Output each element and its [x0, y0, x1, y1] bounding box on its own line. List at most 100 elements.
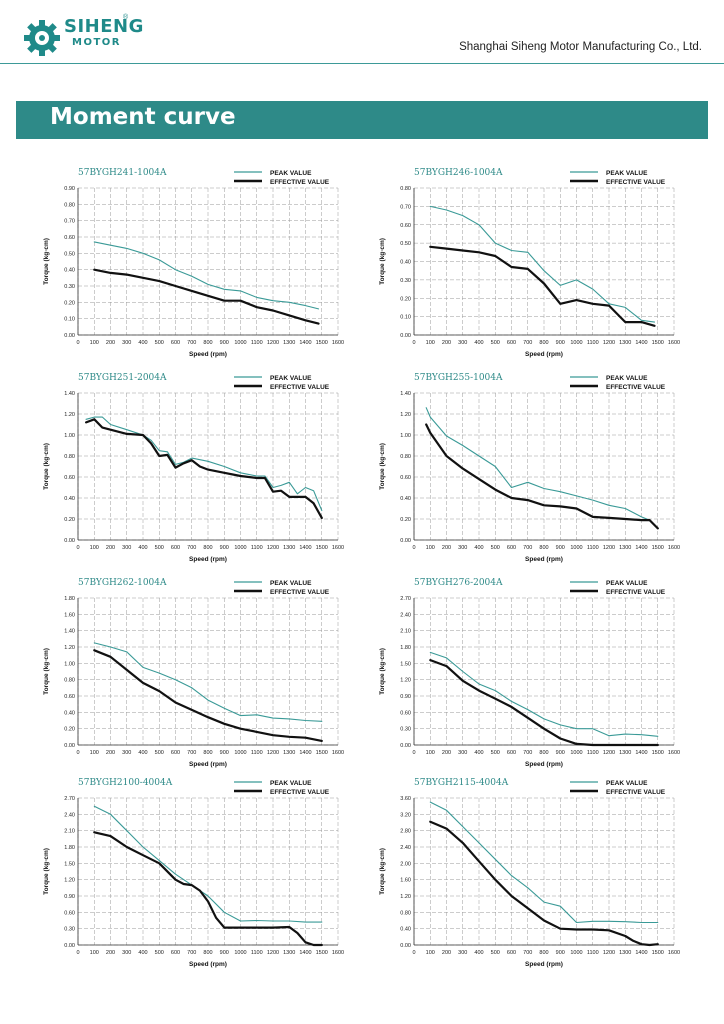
y-tick-label: 1.80 — [64, 845, 75, 851]
x-tick-label: 900 — [220, 750, 229, 756]
x-tick-label: 0 — [76, 750, 79, 756]
x-tick-label: 1500 — [316, 545, 328, 551]
x-tick-label: 600 — [171, 950, 180, 956]
y-tick-label: 2.70 — [64, 796, 75, 802]
x-tick-label: 300 — [122, 545, 131, 551]
x-tick-label: 1100 — [251, 750, 263, 756]
x-tick-label: 1200 — [603, 950, 615, 956]
x-tick-label: 500 — [155, 340, 164, 346]
x-tick-label: 900 — [556, 545, 565, 551]
x-tick-label: 1200 — [603, 750, 615, 756]
y-tick-label: 2.40 — [400, 612, 411, 618]
y-tick-label: 1.40 — [400, 391, 411, 397]
x-tick-label: 1100 — [587, 340, 599, 346]
x-tick-label: 400 — [474, 950, 483, 956]
y-tick-label: 0.90 — [64, 894, 75, 900]
x-tick-label: 500 — [155, 545, 164, 551]
y-tick-label: 0.00 — [64, 743, 75, 749]
torque-chart: 57BYGH2100-4004A PEAK VALUE EFFECTIVE VALU… — [43, 778, 344, 968]
x-tick-label: 400 — [138, 545, 147, 551]
x-tick-label: 800 — [203, 950, 212, 956]
x-tick-label: 1500 — [316, 750, 328, 756]
effective-value-line — [84, 418, 323, 519]
peak-value-line — [425, 407, 651, 521]
x-tick-label: 1400 — [635, 950, 647, 956]
registered-mark: ® — [123, 14, 129, 21]
y-tick-label: 0.70 — [400, 204, 411, 210]
x-axis-label: Speed (rpm) — [525, 556, 563, 563]
x-tick-label: 1200 — [603, 340, 615, 346]
company-name: Shanghai Siheng Motor Manufacturing Co.,… — [459, 41, 702, 53]
x-tick-label: 700 — [523, 950, 532, 956]
x-tick-label: 900 — [556, 950, 565, 956]
y-tick-label: 1.20 — [64, 645, 75, 651]
x-tick-label: 1300 — [619, 950, 631, 956]
y-tick-label: 0.00 — [64, 943, 75, 949]
x-tick-label: 300 — [458, 545, 467, 551]
y-tick-label: 0.60 — [64, 475, 75, 481]
y-tick-label: 0.00 — [400, 333, 411, 339]
y-axis-label: Torque (kg·cm) — [379, 443, 386, 490]
x-tick-label: 300 — [458, 340, 467, 346]
effective-value-line — [93, 831, 323, 947]
x-tick-label: 100 — [426, 340, 435, 346]
x-tick-label: 1000 — [570, 950, 582, 956]
x-tick-label: 1600 — [668, 545, 680, 551]
x-tick-label: 1300 — [283, 545, 295, 551]
y-tick-label: 0.60 — [64, 910, 75, 916]
x-tick-label: 1600 — [668, 750, 680, 756]
x-tick-label: 1100 — [587, 950, 599, 956]
x-tick-label: 1100 — [251, 340, 263, 346]
y-tick-label: 0.20 — [400, 517, 411, 523]
y-axis-label: Torque (kg·cm) — [43, 648, 50, 695]
x-tick-label: 100 — [90, 340, 99, 346]
chart-title: 57BYGH262-1004A — [78, 578, 167, 588]
legend-label: PEAK VALUE — [606, 375, 648, 382]
y-tick-label: 0.80 — [64, 202, 75, 208]
y-tick-label: 0.80 — [400, 186, 411, 192]
x-tick-label: 700 — [187, 340, 196, 346]
y-tick-label: 1.20 — [64, 412, 75, 418]
x-tick-label: 200 — [442, 545, 451, 551]
y-tick-label: 0.80 — [64, 454, 75, 460]
x-axis-label: Speed (rpm) — [189, 556, 227, 563]
y-tick-label: 3.20 — [400, 812, 411, 818]
x-tick-label: 1400 — [635, 545, 647, 551]
chart-title: 57BYGH276-2004A — [414, 578, 503, 588]
x-tick-label: 1600 — [668, 950, 680, 956]
x-tick-label: 900 — [220, 545, 229, 551]
y-tick-label: 0.40 — [64, 710, 75, 716]
x-tick-label: 500 — [155, 950, 164, 956]
peak-value-line — [93, 805, 323, 923]
x-tick-label: 500 — [491, 750, 500, 756]
x-tick-label: 1100 — [251, 950, 263, 956]
x-tick-label: 1400 — [299, 950, 311, 956]
x-tick-label: 300 — [122, 750, 131, 756]
y-tick-label: 1.60 — [64, 612, 75, 618]
x-tick-label: 100 — [90, 545, 99, 551]
x-tick-label: 1600 — [332, 950, 344, 956]
y-tick-label: 0.10 — [64, 317, 75, 323]
x-tick-label: 900 — [556, 750, 565, 756]
x-tick-label: 0 — [412, 340, 415, 346]
x-tick-label: 1300 — [283, 950, 295, 956]
x-tick-label: 200 — [442, 950, 451, 956]
y-tick-label: 2.40 — [64, 812, 75, 818]
effective-value-line — [93, 268, 320, 325]
x-tick-label: 1300 — [619, 750, 631, 756]
x-tick-label: 1000 — [570, 750, 582, 756]
x-tick-label: 800 — [203, 545, 212, 551]
y-tick-label: 1.60 — [400, 878, 411, 884]
y-tick-label: 0.30 — [64, 284, 75, 290]
chart-title: 57BYGH246-1004A — [414, 168, 503, 178]
effective-value-line — [429, 245, 656, 327]
x-tick-label: 200 — [106, 340, 115, 346]
peak-value-line — [429, 651, 659, 737]
y-tick-label: 0.60 — [400, 710, 411, 716]
y-axis-label: Torque (kg·cm) — [379, 848, 386, 895]
chart-title: 57BYGH2100-4004A — [78, 778, 173, 788]
y-tick-label: 3.60 — [400, 796, 411, 802]
x-axis-label: Speed (rpm) — [525, 961, 563, 968]
x-tick-label: 1000 — [234, 340, 246, 346]
legend-label: EFFECTIVE VALUE — [270, 384, 330, 391]
